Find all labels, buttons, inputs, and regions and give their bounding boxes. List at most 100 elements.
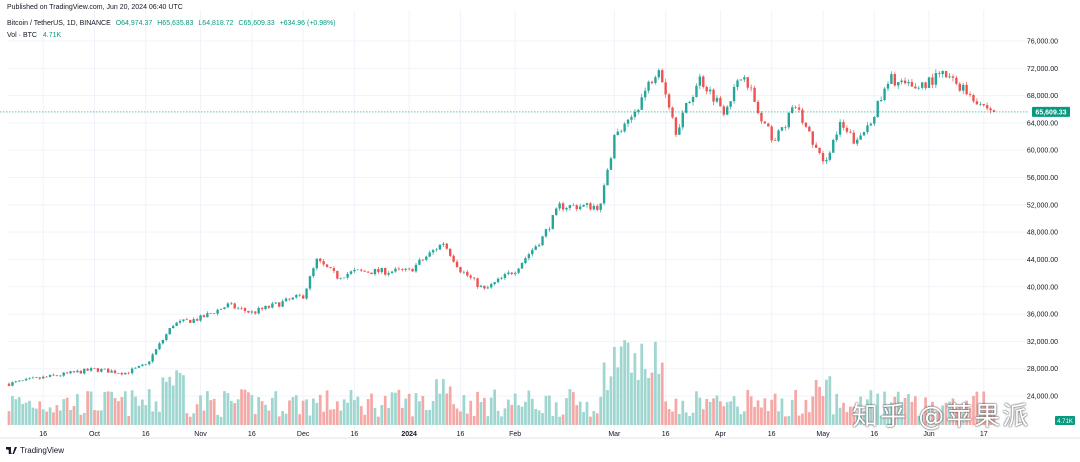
volume-bar — [571, 392, 575, 425]
volume-bar — [797, 415, 801, 425]
candle-body — [643, 90, 647, 98]
candle-body — [247, 310, 250, 313]
volume-bar — [52, 412, 55, 425]
volume-bar — [985, 415, 989, 425]
volume-bar — [219, 416, 223, 425]
candle-body — [524, 258, 527, 263]
candle-body — [151, 354, 154, 362]
volume-bar — [298, 414, 302, 425]
candle-body — [890, 74, 893, 84]
volume-bar — [325, 390, 329, 425]
volume-bar — [520, 406, 524, 425]
volume-bar — [500, 416, 503, 425]
candle-body — [96, 368, 100, 372]
candle-body — [161, 339, 165, 344]
candle-body — [808, 126, 811, 132]
volume-bar — [551, 415, 555, 425]
volume-bar — [828, 376, 832, 425]
candle-body — [606, 169, 609, 186]
candle-body — [565, 208, 568, 210]
volume-bar — [842, 402, 845, 425]
candle-body — [233, 303, 236, 309]
candle-body — [339, 278, 342, 279]
time-tick-label: 16 — [39, 431, 47, 438]
candle-body — [821, 153, 825, 162]
candle-body — [86, 368, 89, 371]
volume-bar — [472, 415, 476, 425]
candle-body — [260, 307, 264, 310]
candle-body — [678, 127, 681, 135]
volume-bar — [229, 400, 233, 425]
candle-body — [804, 122, 808, 127]
volume-bar — [917, 416, 921, 425]
candle-body — [431, 250, 435, 253]
volume-bar — [151, 411, 155, 425]
volume-bar — [517, 405, 520, 425]
volume-bar — [698, 397, 702, 425]
volume-bar — [978, 403, 982, 425]
time-tick-label: Oct — [89, 431, 100, 438]
volume-bar — [595, 413, 599, 425]
volume-bar — [804, 399, 808, 425]
candle-body — [490, 284, 493, 288]
time-axis[interactable]: 16 Oct 16 Nov 16 Dec 16 2024 16 Feb Mar 16 Apr 16 May 1… — [0, 431, 1080, 439]
volume-bar — [147, 389, 151, 425]
candle-body — [862, 132, 866, 136]
time-tick-label: Jun — [923, 431, 934, 438]
candle-body — [883, 88, 886, 101]
volume-bar — [585, 401, 589, 425]
volume-bar — [773, 393, 777, 425]
last-price-badge: 65,609.33 — [1032, 106, 1070, 117]
price-tick-label: 36,000.00 — [1027, 312, 1058, 319]
candle-body — [459, 267, 462, 273]
high-value: H65,635.83 — [157, 20, 194, 27]
candle-body — [732, 87, 736, 102]
candle-body — [726, 106, 729, 115]
volume-bar — [421, 395, 425, 425]
candle-body — [219, 308, 223, 310]
volume-bar — [489, 397, 493, 425]
candle-body — [681, 112, 684, 128]
candle-body — [274, 302, 277, 304]
volume-bar — [941, 405, 945, 425]
time-tick-label: 17 — [980, 431, 988, 438]
volume-bar — [414, 393, 418, 425]
volume-bar — [407, 393, 411, 425]
volume-bar — [712, 398, 715, 425]
candle-body — [117, 373, 120, 374]
candle-body — [185, 319, 189, 320]
watermark: 知乎 @苹果派 — [852, 402, 1031, 432]
volume-bar — [534, 408, 538, 425]
candle-body — [876, 100, 879, 117]
volume-bar — [852, 406, 856, 425]
volume-bar — [989, 404, 992, 425]
candle-body — [332, 268, 336, 271]
volume-bar — [366, 399, 370, 425]
candle-body — [602, 185, 606, 204]
candle-body — [541, 236, 544, 246]
volume-bar — [910, 401, 914, 425]
candle-body — [291, 297, 295, 300]
candle-body — [575, 205, 578, 210]
volume-bar — [257, 397, 261, 425]
tradingview-footer[interactable]: TradingView — [6, 446, 64, 455]
volume-bar — [195, 404, 199, 425]
volume-bar — [602, 362, 606, 425]
candle-body — [407, 268, 411, 270]
volume-bar — [476, 391, 479, 425]
volume-bar — [729, 401, 733, 425]
candle-body — [842, 122, 845, 128]
candle-body — [206, 313, 209, 318]
price-axis[interactable]: 76,000.00 72,000.00 68,000.00 64,000.00 60,0… — [1027, 39, 1058, 401]
candle-body — [76, 370, 79, 373]
volume-bar — [89, 391, 93, 425]
volume-bar — [175, 370, 178, 425]
volume-legend[interactable]: Vol · BTC 4.71K — [7, 32, 61, 39]
candle-body — [305, 288, 308, 299]
candle-body — [698, 76, 702, 86]
ohlc-legend[interactable]: Bitcoin / TetherUS, 1D, BINANCE O64,974.… — [7, 20, 336, 27]
volume-bar — [766, 410, 770, 425]
candle-body — [476, 278, 479, 287]
candle-body — [797, 107, 801, 110]
